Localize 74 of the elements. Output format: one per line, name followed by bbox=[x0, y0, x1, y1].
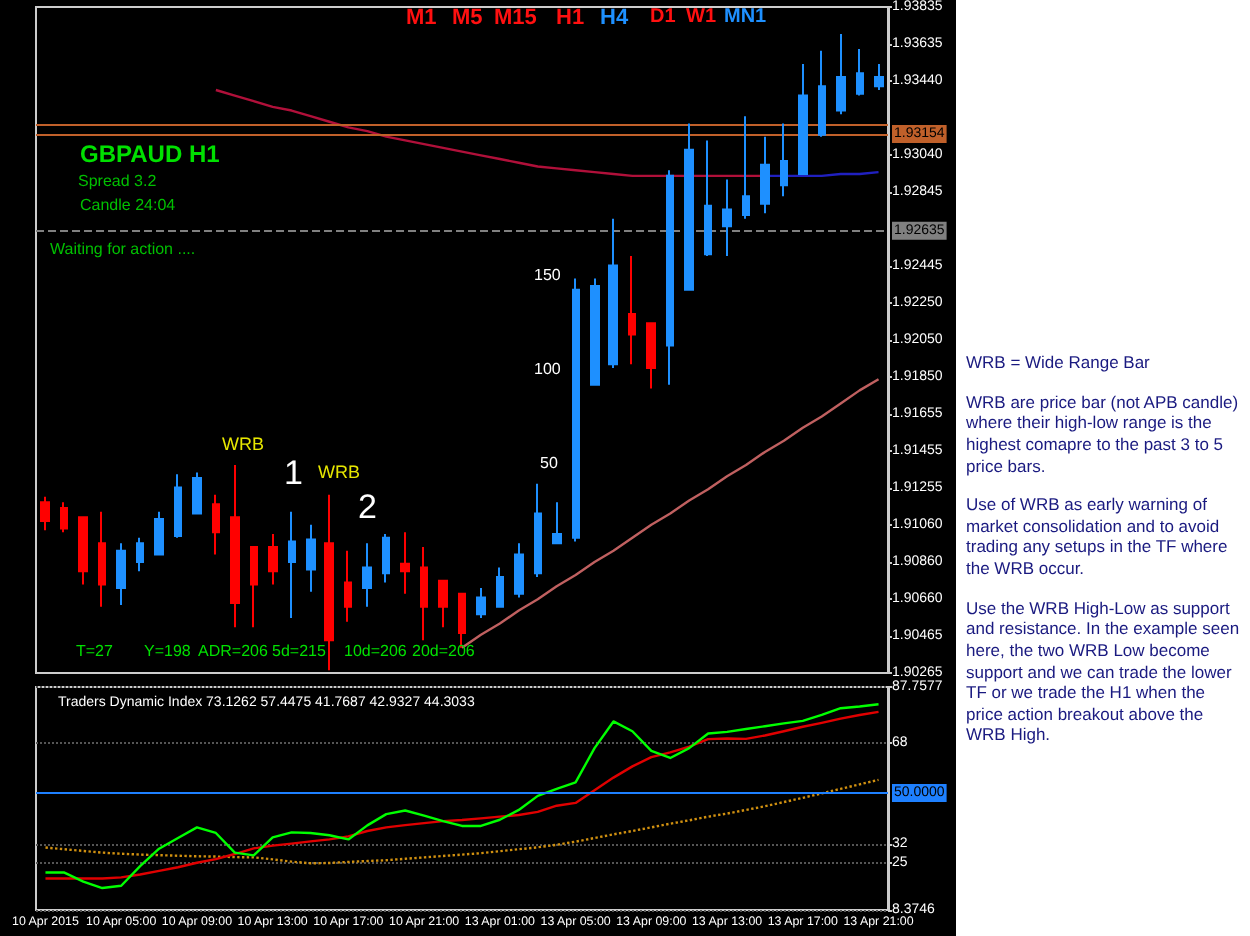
annotation: T=27 bbox=[76, 642, 113, 660]
candlestick bbox=[780, 122, 788, 198]
candlestick bbox=[514, 542, 524, 599]
candlestick bbox=[704, 139, 712, 258]
candlestick bbox=[874, 62, 884, 92]
candlestick bbox=[534, 482, 542, 578]
annotation: D1 bbox=[650, 6, 676, 28]
candlestick bbox=[496, 566, 504, 608]
annotation: Spread 3.2 bbox=[78, 172, 157, 190]
candlestick bbox=[174, 473, 182, 539]
candlestick bbox=[684, 122, 694, 291]
candlestick bbox=[420, 546, 428, 642]
annotation: WRB bbox=[222, 434, 264, 454]
annotation: Y=198 bbox=[144, 642, 191, 660]
candlestick bbox=[250, 546, 258, 629]
annotation: GBPAUD H1 bbox=[80, 140, 220, 168]
annotation: H4 bbox=[600, 6, 629, 30]
annotation: Candle 24:04 bbox=[80, 196, 176, 214]
candlestick bbox=[818, 49, 826, 138]
annotation: MN1 bbox=[724, 6, 767, 28]
candlestick bbox=[666, 169, 674, 386]
candlestick bbox=[98, 510, 106, 608]
candlestick bbox=[324, 493, 334, 672]
candlestick bbox=[400, 531, 410, 595]
candlestick bbox=[116, 542, 126, 606]
candlestick bbox=[798, 62, 808, 175]
annotation: M15 bbox=[494, 6, 537, 30]
annotation: 100 bbox=[534, 360, 561, 378]
candlestick bbox=[856, 47, 864, 97]
annotation: 150 bbox=[534, 266, 561, 284]
candlestick bbox=[590, 277, 600, 386]
candlestick bbox=[608, 217, 618, 369]
candlestick bbox=[60, 501, 68, 534]
candlestick bbox=[40, 495, 50, 532]
annotation: H1 bbox=[556, 6, 585, 30]
annotation: 5d=215 bbox=[272, 642, 326, 660]
candlestick bbox=[438, 579, 448, 629]
candlestick bbox=[268, 533, 278, 586]
annotation: WRB bbox=[318, 462, 360, 482]
candlestick bbox=[306, 523, 316, 593]
candlestick bbox=[78, 516, 88, 586]
candlestick bbox=[382, 533, 390, 584]
text: WRB = Wide Range Bar bbox=[966, 352, 1152, 374]
candlestick bbox=[362, 542, 372, 608]
candlestick bbox=[136, 536, 144, 573]
annotation: ADR=206 bbox=[198, 642, 268, 660]
candlestick bbox=[722, 178, 732, 258]
line-series bbox=[44, 778, 880, 865]
annotation: 2 bbox=[358, 488, 377, 526]
candlestick bbox=[760, 135, 770, 215]
annotation: M5 bbox=[452, 6, 483, 30]
candlestick bbox=[572, 277, 580, 543]
annotation: Waiting for action .... bbox=[50, 240, 196, 258]
annotation: 1 bbox=[284, 454, 303, 492]
candlestick bbox=[212, 493, 220, 556]
candlestick bbox=[646, 322, 656, 390]
candlestick bbox=[344, 549, 352, 623]
text: Use the WRB High-Low as support and resistance. In the example seen here, the two WRB Low become support and we can trade the lower TF or we trade the H1 when the price action breakout above the WRB High. bbox=[966, 597, 1242, 746]
text: Use of WRB as early warning of market consolidation and to avoid trading any setups in the TF where the WRB occur. bbox=[966, 494, 1230, 580]
annotation: 50 bbox=[540, 454, 558, 472]
candlestick bbox=[552, 501, 562, 545]
text: WRB are price bar (not APB candle) where their high-low range is the highest comapre to the past 3 to 5 price bars. bbox=[966, 391, 1241, 477]
candlestick bbox=[476, 587, 486, 619]
candlestick bbox=[288, 510, 296, 619]
annotation: 20d=206 bbox=[412, 642, 475, 660]
annotation: M1 bbox=[406, 6, 437, 30]
candlestick bbox=[742, 115, 750, 220]
annotation: W1 bbox=[686, 6, 716, 28]
candlestick bbox=[628, 255, 636, 366]
candlestick bbox=[192, 471, 202, 515]
candlestick bbox=[230, 463, 240, 629]
candlestick bbox=[836, 33, 846, 116]
candlestick bbox=[154, 510, 164, 556]
annotation: 10d=206 bbox=[344, 642, 407, 660]
